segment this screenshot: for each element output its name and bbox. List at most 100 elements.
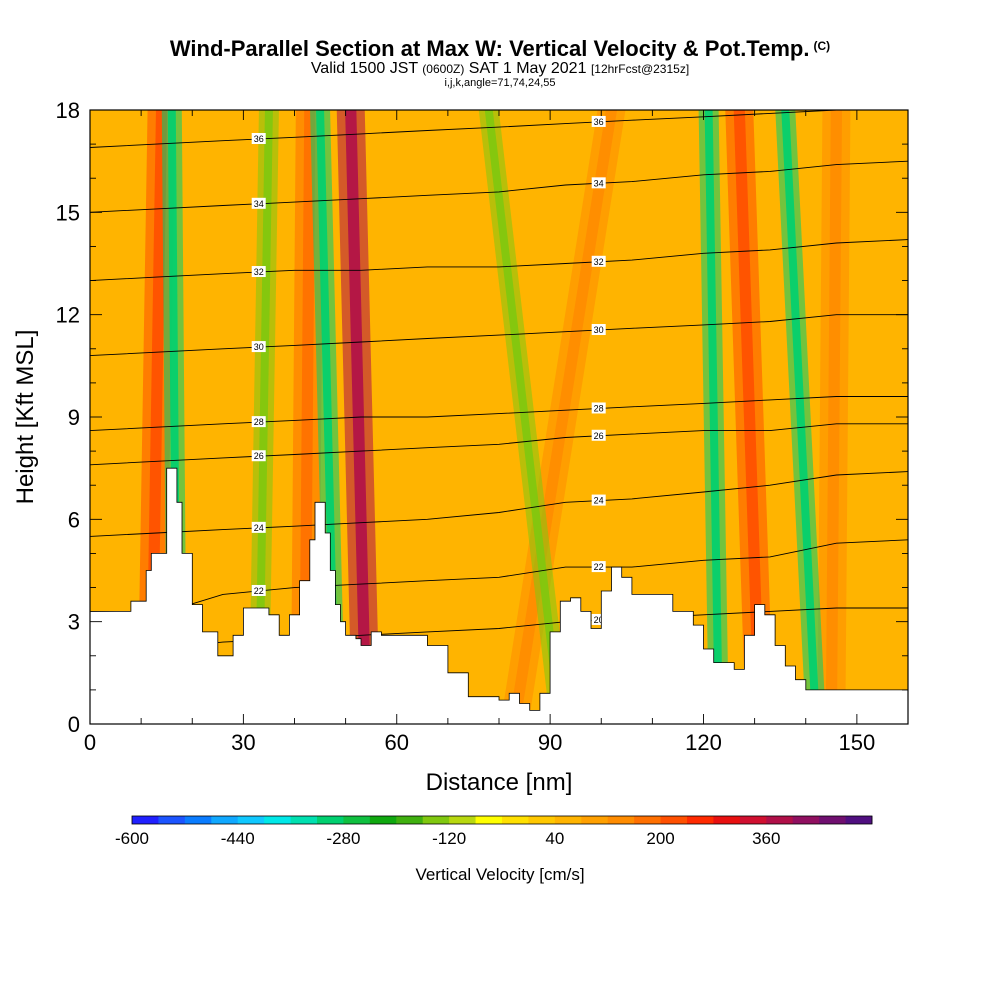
downdraft-band-5-core	[781, 110, 820, 724]
isentrope-label: 24	[594, 496, 604, 506]
colorbar-segment	[819, 816, 846, 824]
colorbar-segment	[422, 816, 450, 824]
isentrope-30	[90, 314, 908, 357]
isentrope-28	[90, 396, 908, 432]
isentrope-label: 36	[254, 134, 264, 144]
y-tick-label: 6	[68, 507, 80, 532]
isentrope-label: 26	[594, 431, 604, 441]
colorbar-segment	[158, 816, 186, 824]
colorbar-segment	[502, 816, 529, 824]
colorbar-segment	[475, 816, 503, 824]
x-tick-label: 150	[839, 730, 876, 755]
isentrope-32	[90, 239, 908, 282]
isentrope-label-box	[251, 416, 266, 428]
isentrope-label: 32	[594, 257, 604, 267]
isentrope-label: 22	[594, 562, 604, 572]
x-tick-label: 0	[84, 730, 96, 755]
chart-indices: i,j,k,angle=71,74,24,55	[444, 77, 556, 89]
colorbar-segment	[607, 816, 635, 824]
x-tick-label: 30	[231, 730, 255, 755]
y-tick-label: 15	[56, 200, 80, 225]
colorbar-segment	[792, 816, 820, 824]
colorbar-segment	[369, 816, 397, 824]
isentrope-label-box	[591, 402, 606, 414]
isentrope-contours: 202022222424262628283030323234343636	[90, 110, 908, 657]
isentrope-22	[90, 539, 908, 623]
colorbar-segment	[713, 816, 741, 824]
isentrope-20	[90, 607, 908, 657]
isentrope-label-box	[591, 429, 606, 441]
colorbar-segment	[237, 816, 265, 824]
isentrope-label: 34	[594, 178, 604, 188]
colorbar-segment	[739, 816, 767, 824]
isentrope-label: 28	[594, 403, 604, 413]
isentrope-label: 34	[254, 199, 264, 209]
chart-title: Wind-Parallel Section at Max W: Vertical…	[169, 36, 831, 61]
isentrope-label-box	[591, 255, 606, 267]
colorbar-segment	[449, 816, 476, 824]
isentrope-label-box	[251, 197, 266, 209]
colorbar: -600 -440 -280 -120 40 200 360	[115, 815, 873, 848]
colorbar-segment	[290, 816, 318, 824]
isentrope-label-box	[251, 584, 266, 596]
colorbar-segment	[687, 816, 714, 824]
isentrope-label-box	[591, 115, 606, 127]
updraft-band-5-core	[825, 110, 843, 724]
colorbar-tick-label: -440	[221, 829, 255, 848]
colorbar-segment	[660, 816, 688, 824]
colorbar-frame	[131, 815, 873, 825]
isentrope-26	[90, 423, 908, 466]
isentrope-label-box	[591, 324, 606, 336]
colorbar-segment	[581, 816, 609, 824]
isentrope-label: 20	[594, 615, 604, 625]
colorbar-segment	[132, 816, 159, 824]
isentrope-label-box	[251, 341, 266, 353]
colorbar-segment	[766, 816, 794, 824]
colorbar-label: Vertical Velocity [cm/s]	[415, 865, 584, 884]
isentrope-36	[90, 110, 908, 148]
isentrope-label-box	[591, 177, 606, 189]
x-tick-label: 90	[538, 730, 562, 755]
chart-subtitle: Valid 1500 JST (0600Z) SAT 1 May 2021 [1…	[310, 60, 690, 77]
colorbar-segment	[317, 816, 344, 824]
isentrope-label-box	[591, 494, 606, 506]
colorbar-tick-label: 200	[646, 829, 674, 848]
isentrope-label: 26	[254, 451, 264, 461]
isentrope-label-box	[251, 450, 266, 462]
x-tick-label: 120	[685, 730, 722, 755]
isentrope-label-box	[591, 613, 606, 625]
colorbar-tick-label: -600	[115, 829, 149, 848]
y-tick-label: 9	[68, 405, 80, 430]
isentrope-label: 22	[254, 586, 264, 596]
colorbar-tick-label: 40	[545, 829, 564, 848]
terrain	[90, 467, 908, 724]
isentrope-label-box	[251, 266, 266, 278]
x-axis-label: Distance [nm]	[426, 769, 573, 796]
downdraft-band-4-core	[704, 110, 723, 724]
isentrope-label-box	[591, 561, 606, 573]
isentrope-label: 32	[254, 267, 264, 277]
isentrope-label: 28	[254, 417, 264, 427]
isentrope-label: 36	[594, 117, 604, 127]
colorbar-segment	[634, 816, 661, 824]
isentrope-label-box	[251, 521, 266, 533]
colorbar-segment	[211, 816, 239, 824]
colorbar-segment	[845, 816, 873, 824]
y-tick-label: 3	[68, 610, 80, 635]
y-tick-label: 18	[56, 98, 80, 123]
colorbar-segment	[528, 816, 556, 824]
colorbar-segment	[554, 816, 582, 824]
updraft-band-4-core	[733, 110, 766, 724]
terrain-profile	[90, 467, 908, 724]
isentrope-label-box	[251, 132, 266, 144]
isentrope-34	[90, 160, 908, 213]
colorbar-tick-label: -280	[326, 829, 360, 848]
colorbar-segment	[264, 816, 291, 824]
y-tick-label: 12	[56, 303, 80, 328]
y-axis-label: Height [Kft MSL]	[12, 330, 39, 505]
colorbar-tick-label: -120	[432, 829, 466, 848]
isentrope-label: 24	[254, 523, 264, 533]
y-tick-label: 0	[68, 712, 80, 737]
